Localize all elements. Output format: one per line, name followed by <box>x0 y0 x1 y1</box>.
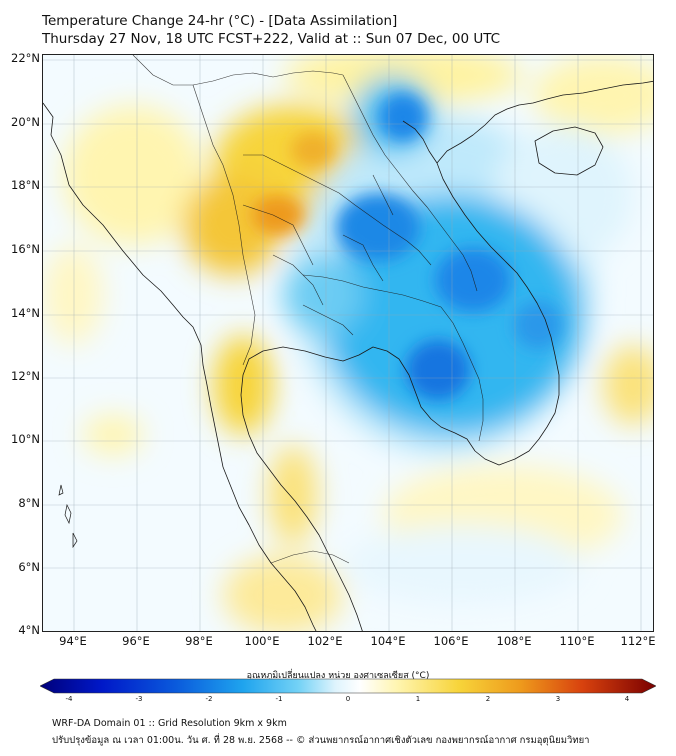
lat-label-16N: 16°N <box>11 242 40 256</box>
colorbar-tick-minus3: -3 <box>135 695 143 703</box>
lon-label-104E: 104°E <box>370 634 406 648</box>
colorbar-tick-2: 2 <box>485 695 491 703</box>
colorbar-title: อุณหภูมิเปลี่ยนแปลง หน่วย องศาเซลเซียส (… <box>246 671 430 681</box>
lon-label-106E: 106°E <box>433 634 469 648</box>
colorbar-tick-minus1: -1 <box>275 695 283 703</box>
footer-credit: ปรับปรุงข้อมูล ณ เวลา 01:00น. วัน ศ. ที่… <box>52 735 590 746</box>
colorbar <box>40 678 656 694</box>
lat-label-14N: 14°N <box>11 306 40 320</box>
lon-label-102E: 102°E <box>307 634 343 648</box>
lat-label-22N: 22°N <box>11 51 40 65</box>
lon-label-100E: 100°E <box>244 634 280 648</box>
lat-label-4N: 4°N <box>18 623 40 637</box>
lon-label-94E: 94°E <box>59 634 87 648</box>
lat-label-10N: 10°N <box>11 432 40 446</box>
lon-label-112E: 112°E <box>620 634 656 648</box>
colorbar-tick-minus4: -4 <box>65 695 73 703</box>
title-line-1: Temperature Change 24-hr (°C) - [Data As… <box>42 13 398 29</box>
chart-title: Temperature Change 24-hr (°C) - [Data As… <box>42 12 500 48</box>
country-borders <box>132 55 484 564</box>
temperature-map <box>43 55 653 631</box>
lat-label-18N: 18°N <box>11 178 40 192</box>
andaman-islands <box>58 484 78 549</box>
lat-label-20N: 20°N <box>11 115 40 129</box>
lon-label-96E: 96°E <box>122 634 150 648</box>
colorbar-tick-1: 1 <box>415 695 421 703</box>
lat-label-8N: 8°N <box>18 496 40 510</box>
colorbar-tick-minus2: -2 <box>205 695 213 703</box>
lat-label-6N: 6°N <box>18 560 40 574</box>
lat-label-12N: 12°N <box>11 369 40 383</box>
graticule <box>43 55 653 631</box>
map-panel[interactable] <box>42 54 654 632</box>
colorbar-gradient <box>40 678 656 694</box>
coastlines <box>43 80 653 631</box>
title-line-2: Thursday 27 Nov, 18 UTC FCST+222, Valid … <box>42 31 501 47</box>
footer-model-info: WRF-DA Domain 01 :: Grid Resolution 9km … <box>52 718 287 729</box>
colorbar-tick-0: 0 <box>345 695 351 703</box>
colorbar-tick-4: 4 <box>624 695 630 703</box>
colorbar-tick-3: 3 <box>555 695 561 703</box>
lon-label-98E: 98°E <box>185 634 213 648</box>
lon-label-110E: 110°E <box>559 634 595 648</box>
lon-label-108E: 108°E <box>496 634 532 648</box>
